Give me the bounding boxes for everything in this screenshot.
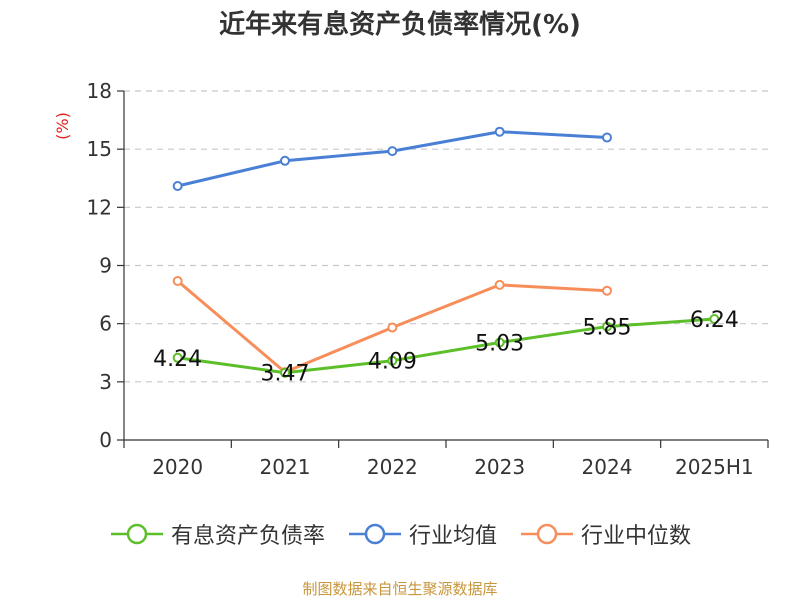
legend-item-0[interactable]: 有息资产负债率 — [109, 518, 325, 550]
data-point-2 — [172, 276, 183, 287]
legend-item-2[interactable]: 行业中位数 — [519, 518, 691, 550]
data-label: 4.09 — [368, 350, 417, 375]
data-label: 3.47 — [261, 362, 310, 387]
legend-swatch-icon — [110, 523, 163, 545]
x-tick-label: 2022 — [367, 455, 418, 479]
legend: 有息资产负债率 行业均值 行业中位数 — [0, 518, 800, 550]
label-layer: 4.24 3.47 4.09 5.03 5.85 6.24 — [153, 308, 739, 387]
legend-swatch-icon — [521, 523, 573, 545]
data-point-0 — [387, 355, 398, 366]
data-point-0 — [494, 337, 505, 348]
data-point-0 — [172, 352, 183, 363]
x-tick-label: 2024 — [582, 455, 633, 479]
source-note: 制图数据来自恒生聚源数据库 — [302, 580, 498, 598]
series-line-1 — [177, 130, 608, 188]
data-point-2 — [494, 279, 505, 290]
y-tick-label: 6 — [99, 312, 112, 336]
data-point-0 — [280, 367, 290, 378]
legend-item-1[interactable]: 行业均值 — [347, 518, 497, 550]
y-tick-label: 12 — [87, 195, 112, 219]
series-layer — [172, 126, 720, 378]
data-point-1 — [387, 146, 398, 157]
legend-label: 行业均值 — [408, 524, 497, 549]
legend-swatch-icon — [348, 523, 401, 545]
x-tick-label: 2025H1 — [675, 455, 754, 479]
series-line-0 — [177, 317, 715, 375]
y-tick-label: 9 — [99, 254, 112, 278]
data-label: 4.24 — [153, 347, 202, 372]
x-tick-label: 2020 — [152, 455, 203, 479]
data-point-1 — [172, 181, 183, 192]
legend-label: 有息资产负债率 — [170, 524, 325, 549]
grid-layer — [124, 90, 768, 383]
y-tick-label: 0 — [99, 428, 112, 452]
y-tick-label: 18 — [87, 79, 112, 103]
data-point-0 — [602, 321, 612, 332]
data-point-1 — [602, 132, 612, 143]
x-tick-label: 2023 — [474, 455, 525, 479]
data-point-1 — [280, 155, 290, 166]
y-tick-label: 15 — [87, 137, 112, 161]
axis-layer: 0 3 6 9 12 15 18 2020 2021 2022 2023 2024 2025H1 — [87, 79, 769, 479]
data-point-2 — [602, 285, 612, 296]
legend-label: 行业中位数 — [581, 524, 692, 549]
data-label: 5.03 — [475, 331, 524, 356]
chart-title: 近年来有息资产负债率情况(%) — [219, 10, 581, 40]
data-label: 5.85 — [583, 316, 632, 341]
y-tick-label: 3 — [99, 370, 112, 394]
data-point-1 — [494, 126, 505, 137]
x-tick-label: 2021 — [260, 455, 311, 479]
data-point-2 — [387, 322, 398, 333]
data-point-0 — [709, 314, 720, 325]
data-label: 6.24 — [690, 308, 739, 333]
y-axis-label: (%) — [53, 112, 72, 140]
